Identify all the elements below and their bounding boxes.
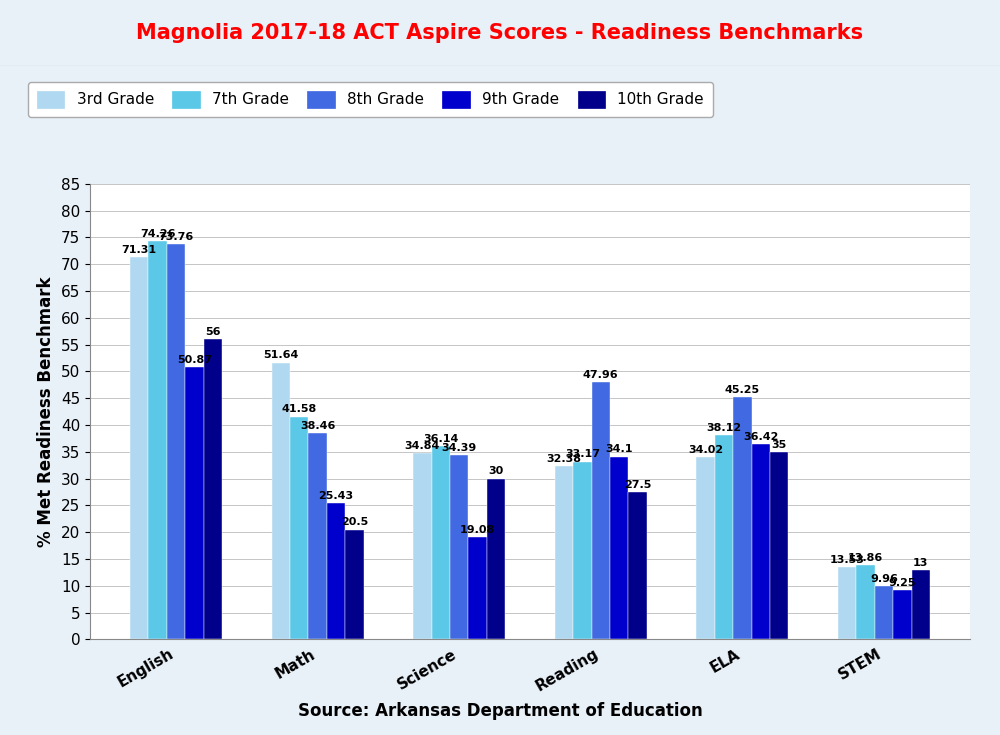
Text: 74.26: 74.26 (140, 229, 175, 239)
Text: 9.25: 9.25 (889, 578, 916, 588)
Legend: 3rd Grade, 7th Grade, 8th Grade, 9th Grade, 10th Grade: 3rd Grade, 7th Grade, 8th Grade, 9th Gra… (28, 82, 713, 117)
Text: 38.12: 38.12 (706, 423, 742, 433)
Bar (893, 590, 912, 639)
Text: 33.17: 33.17 (565, 450, 600, 459)
Text: 51.64: 51.64 (263, 351, 298, 360)
Bar (573, 462, 592, 639)
Text: 13.86: 13.86 (848, 553, 883, 563)
Bar (432, 445, 450, 639)
Bar (290, 417, 308, 639)
Bar (450, 455, 468, 639)
Y-axis label: % Met Readiness Benchmark: % Met Readiness Benchmark (37, 276, 55, 547)
Text: 50.87: 50.87 (177, 354, 212, 365)
Text: 27.5: 27.5 (624, 480, 651, 490)
Text: 34.39: 34.39 (442, 443, 477, 453)
Bar (468, 537, 487, 639)
Bar (555, 466, 573, 639)
Bar (752, 444, 770, 639)
Bar (185, 367, 204, 639)
Text: 56: 56 (205, 327, 221, 337)
Bar (696, 457, 715, 639)
Text: 73.76: 73.76 (158, 232, 194, 242)
Text: 20.5: 20.5 (341, 517, 368, 528)
Text: 36.14: 36.14 (423, 434, 458, 443)
Text: 45.25: 45.25 (725, 384, 760, 395)
Bar (856, 565, 875, 639)
Bar (770, 452, 788, 639)
Text: Source: Arkansas Department of Education: Source: Arkansas Department of Education (298, 703, 702, 720)
Bar (167, 244, 185, 639)
Bar (327, 503, 345, 639)
Bar (733, 397, 752, 639)
Bar (875, 586, 893, 639)
Bar (838, 567, 856, 639)
Text: 30: 30 (488, 467, 504, 476)
Bar (487, 478, 505, 639)
Bar (413, 453, 432, 639)
Text: 34.1: 34.1 (605, 445, 633, 454)
Text: 13.53: 13.53 (830, 555, 865, 564)
Text: 9.96: 9.96 (870, 574, 898, 584)
Bar (272, 362, 290, 639)
Bar (148, 241, 167, 639)
Text: 13: 13 (913, 558, 928, 567)
Text: 34.84: 34.84 (405, 440, 440, 451)
Bar (308, 433, 327, 639)
Text: 19.08: 19.08 (460, 525, 495, 535)
Bar (610, 456, 628, 639)
Bar (592, 382, 610, 639)
Text: 32.38: 32.38 (546, 453, 581, 464)
Text: 36.42: 36.42 (743, 432, 778, 442)
Text: 71.31: 71.31 (122, 245, 157, 255)
Text: 35: 35 (772, 440, 787, 450)
Bar (715, 435, 733, 639)
Text: Magnolia 2017-18 ACT Aspire Scores - Readiness Benchmarks: Magnolia 2017-18 ACT Aspire Scores - Rea… (136, 23, 864, 43)
Text: 34.02: 34.02 (688, 445, 723, 455)
Text: 38.46: 38.46 (300, 421, 335, 431)
Text: 47.96: 47.96 (583, 370, 619, 380)
Bar (345, 529, 364, 639)
Bar (912, 570, 930, 639)
Text: 41.58: 41.58 (282, 404, 317, 415)
Bar (130, 257, 148, 639)
Bar (204, 340, 222, 639)
Bar (628, 492, 647, 639)
Text: 25.43: 25.43 (318, 491, 354, 501)
